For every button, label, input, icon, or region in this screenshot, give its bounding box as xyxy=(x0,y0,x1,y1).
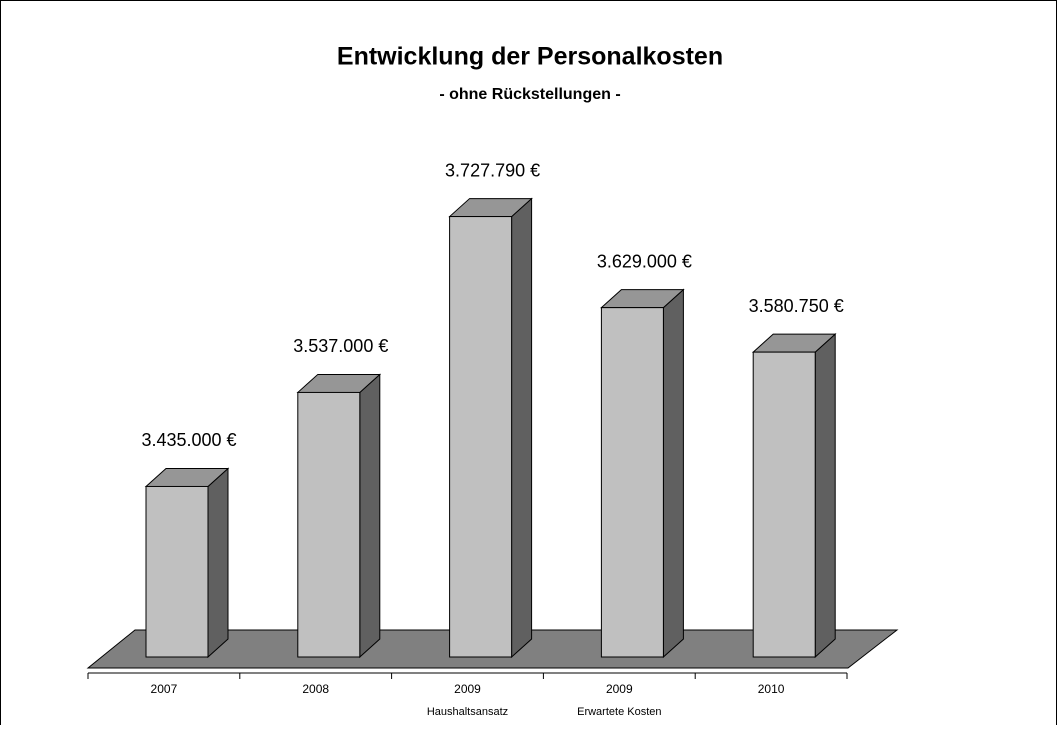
value-label: 3.537.000 € xyxy=(293,336,388,356)
x-tick-label: 2009 xyxy=(606,682,633,696)
bar xyxy=(145,485,209,658)
x-tick-label: 2008 xyxy=(302,682,329,696)
x-tick-label: 2010 xyxy=(758,682,785,696)
bar-side xyxy=(207,467,229,659)
x-tick-label: 2007 xyxy=(151,682,178,696)
value-label: 3.580.750 € xyxy=(749,296,844,316)
chart-subtitle: - ohne Rückstellungen - xyxy=(439,86,620,103)
bar-side xyxy=(814,332,836,659)
bar-side xyxy=(511,197,533,659)
bar xyxy=(449,216,513,658)
x-tick-sublabel: Erwartete Kosten xyxy=(577,706,661,718)
bar-side xyxy=(662,288,684,659)
chart-title: Entwicklung der Personalkosten xyxy=(337,43,723,71)
x-tick-label: 2009 xyxy=(454,682,481,696)
bar-side xyxy=(359,373,381,659)
bar xyxy=(752,351,816,658)
value-label: 3.727.790 € xyxy=(445,160,540,180)
bar xyxy=(600,307,664,658)
x-tick-sublabel: Haushaltsansatz xyxy=(427,706,508,718)
value-label: 3.435.000 € xyxy=(141,430,236,450)
value-label: 3.629.000 € xyxy=(597,251,692,271)
bar xyxy=(297,391,361,658)
